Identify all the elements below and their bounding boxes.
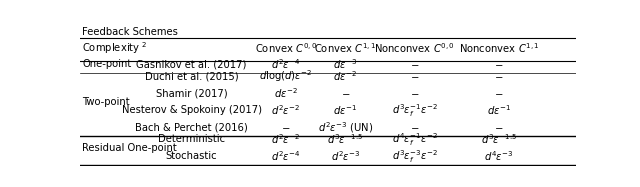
Text: $d^3\epsilon_f^{-1}\epsilon^{-2}$: $d^3\epsilon_f^{-1}\epsilon^{-2}$	[392, 102, 438, 119]
Text: Nonconvex $C^{1,1}$: Nonconvex $C^{1,1}$	[459, 42, 540, 55]
Text: Feedback Schemes: Feedback Schemes	[83, 27, 179, 37]
Text: $-$: $-$	[410, 122, 419, 132]
Text: $d^2\epsilon^{-4}$: $d^2\epsilon^{-4}$	[271, 57, 301, 71]
Text: $d^4\epsilon^{-3}$: $d^4\epsilon^{-3}$	[484, 149, 514, 163]
Text: $d\epsilon^{-1}$: $d\epsilon^{-1}$	[487, 103, 511, 117]
Text: $-$: $-$	[495, 59, 504, 69]
Text: Shamir (2017): Shamir (2017)	[156, 88, 227, 98]
Text: One-point: One-point	[83, 59, 132, 69]
Text: $-$: $-$	[410, 88, 419, 98]
Text: $-$: $-$	[281, 122, 291, 132]
Text: $d^2\epsilon^{-2}$: $d^2\epsilon^{-2}$	[271, 103, 301, 117]
Text: Convex $C^{1,1}$: Convex $C^{1,1}$	[314, 42, 376, 55]
Text: $d\epsilon^{-1}$: $d\epsilon^{-1}$	[333, 103, 357, 117]
Text: Residual One-point: Residual One-point	[83, 143, 177, 153]
Text: $-$: $-$	[410, 59, 419, 69]
Text: $d^3\epsilon_f^{-3}\epsilon^{-2}$: $d^3\epsilon_f^{-3}\epsilon^{-2}$	[392, 148, 438, 165]
Text: Duchi et al. (2015): Duchi et al. (2015)	[145, 71, 239, 81]
Text: $d\epsilon^{-2}$: $d\epsilon^{-2}$	[274, 86, 298, 100]
Text: $d^2\epsilon^{-2}$: $d^2\epsilon^{-2}$	[271, 132, 301, 146]
Text: $d^2\epsilon^{-3}$: $d^2\epsilon^{-3}$	[331, 149, 360, 163]
Text: Convex $C^{0,0}$: Convex $C^{0,0}$	[255, 42, 317, 55]
Text: Bach & Perchet (2016): Bach & Perchet (2016)	[135, 122, 248, 132]
Text: $d^3\epsilon^{-1.5}$: $d^3\epsilon^{-1.5}$	[327, 132, 364, 146]
Text: Gasnikov et al. (2017): Gasnikov et al. (2017)	[136, 59, 247, 69]
Text: Two-point: Two-point	[83, 97, 130, 107]
Text: Stochastic: Stochastic	[166, 151, 218, 161]
Text: Deterministic: Deterministic	[158, 134, 225, 144]
Text: $d^2\epsilon^{-4}$: $d^2\epsilon^{-4}$	[271, 149, 301, 163]
Text: $-$: $-$	[495, 71, 504, 81]
Text: $-$: $-$	[340, 88, 350, 98]
Text: $d^2\epsilon^{-3}$ (UN): $d^2\epsilon^{-3}$ (UN)	[317, 120, 373, 135]
Text: $-$: $-$	[410, 71, 419, 81]
Text: Nesterov & Spokoiny (2017): Nesterov & Spokoiny (2017)	[122, 105, 262, 115]
Text: Complexity $^2$: Complexity $^2$	[83, 40, 148, 56]
Text: $-$: $-$	[495, 122, 504, 132]
Text: $d\epsilon^{-3}$: $d\epsilon^{-3}$	[333, 57, 357, 71]
Text: $d\log(d)\epsilon^{-2}$: $d\log(d)\epsilon^{-2}$	[259, 68, 312, 84]
Text: $d\epsilon^{-2}$: $d\epsilon^{-2}$	[333, 69, 357, 83]
Text: Nonconvex $C^{0,0}$: Nonconvex $C^{0,0}$	[374, 42, 455, 55]
Text: $-$: $-$	[495, 88, 504, 98]
Text: $d^3\epsilon^{-1.5}$: $d^3\epsilon^{-1.5}$	[481, 132, 517, 146]
Text: $d^4\epsilon_f^{-1}\epsilon^{-2}$: $d^4\epsilon_f^{-1}\epsilon^{-2}$	[392, 131, 438, 148]
